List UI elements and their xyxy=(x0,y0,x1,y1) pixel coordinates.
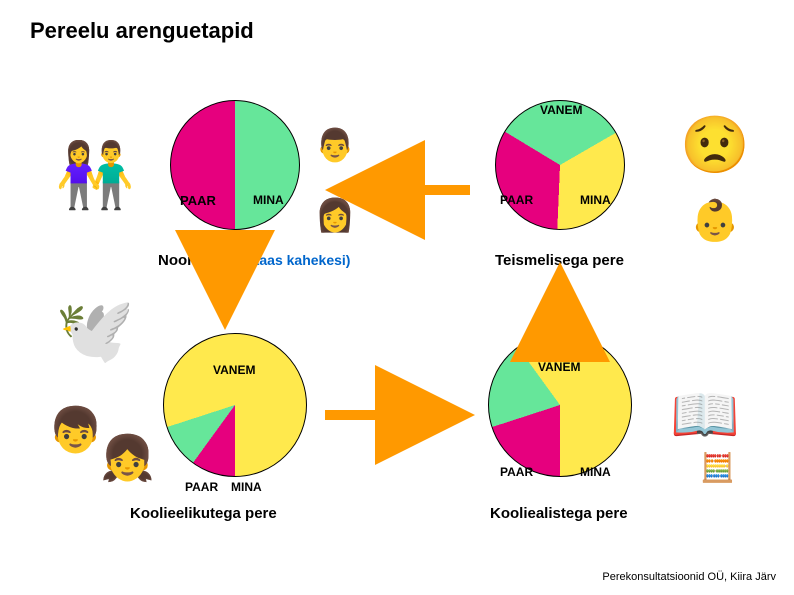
baby-on-bed-icon: 👶 xyxy=(680,195,750,245)
man-head-icon: 👨 xyxy=(315,120,355,170)
math-sign-icon: 🧮 xyxy=(690,450,745,485)
pie-slice-label: VANEM xyxy=(213,363,255,377)
pie-slice-label: PAAR xyxy=(185,480,218,494)
toddler-girl-icon: 👧 xyxy=(100,430,155,485)
pie-slice-label: MINA xyxy=(253,193,284,207)
pie-slice-label: PAAR xyxy=(500,465,533,479)
teen-face-icon: 😟 xyxy=(680,105,750,185)
footer-credit: Perekonsultatsioonid OÜ, Kiira Järv xyxy=(602,571,776,583)
pie-slice-label: PAAR xyxy=(180,193,216,208)
pie-slice-label: VANEM xyxy=(540,103,582,117)
pie-slice-label: VANEM xyxy=(538,360,580,374)
pie-slice-label: PAAR xyxy=(500,193,533,207)
pie-slice-label: MINA xyxy=(580,193,611,207)
pie-slice-label: MINA xyxy=(580,465,611,479)
kid-reading-icon: 📖 xyxy=(660,380,750,450)
toddler-boy-icon: 👦 xyxy=(48,395,103,465)
pie-slice-label: MINA xyxy=(231,480,262,494)
couple-standing-icon: 👫 xyxy=(55,120,135,230)
stork-baby-icon: 🕊️ xyxy=(55,280,135,380)
woman-head-icon: 👩 xyxy=(315,190,355,240)
